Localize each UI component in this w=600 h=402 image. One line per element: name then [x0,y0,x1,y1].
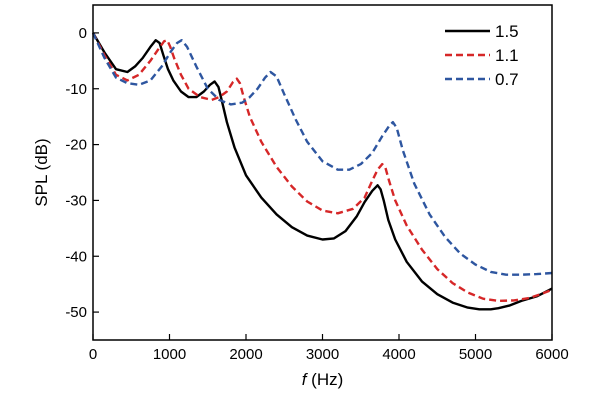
x-tick-label: 0 [89,346,97,363]
series-line-1.5 [91,32,553,311]
x-axis-label-symbol: f [302,370,309,389]
x-axis-label-unit: (Hz) [306,370,343,389]
legend-label: 0.7 [495,70,519,89]
x-tick-label: 3000 [306,346,339,363]
x-tick-label: 5000 [459,346,492,363]
x-tick-label: 2000 [229,346,262,363]
series-line-0.7 [91,32,553,276]
axes: 0 1000 2000 3000 4000 5000 6000 0 -10 -20 -30 -40 -5… [65,25,568,363]
y-tick-label: 0 [79,25,87,42]
x-axis-label: f (Hz) [302,370,344,389]
y-axis-label: SPL (dB) [32,138,51,206]
series-line-1.1 [91,32,553,303]
y-tick-label: -30 [65,192,87,209]
y-tick-label: -20 [65,137,87,154]
y-tick-label: -10 [65,81,87,98]
x-tick-label: 6000 [535,346,568,363]
x-tick-label: 4000 [382,346,415,363]
x-tick-label: 1000 [153,346,186,363]
y-tick-label: -50 [65,304,87,321]
y-tick-label: -40 [65,248,87,265]
legend-label: 1.5 [495,22,519,41]
plot-lines [91,32,553,311]
legend-label: 1.1 [495,46,519,65]
legend: 1.5 1.1 0.7 [445,22,519,89]
